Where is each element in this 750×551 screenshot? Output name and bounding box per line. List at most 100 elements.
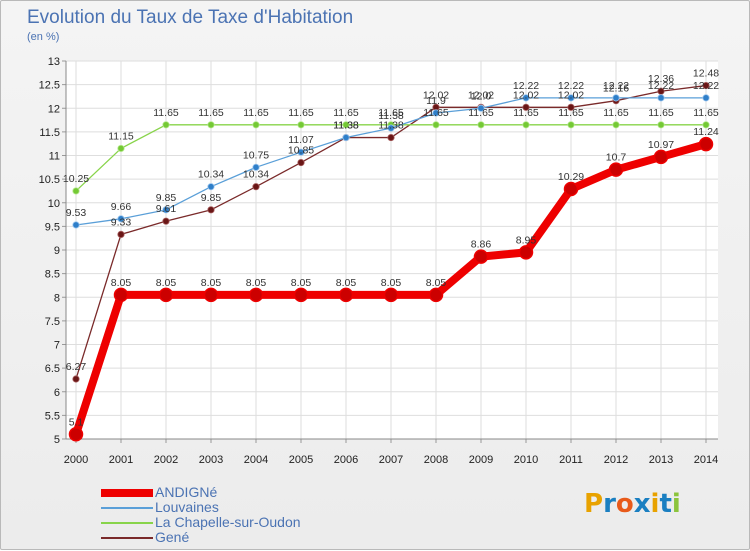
series-point-1 (162, 206, 170, 214)
data-label-0: 5.1 (69, 416, 84, 428)
data-label-0: 8.86 (471, 239, 492, 251)
data-label-0: 8.05 (336, 277, 357, 289)
y-tick-label: 7.5 (45, 316, 60, 328)
y-tick-label: 9 (54, 245, 60, 257)
data-label-1: 11.9 (426, 95, 446, 107)
data-label-3: 6.27 (66, 361, 87, 373)
series-point-2 (297, 121, 305, 129)
chart-unit-label: (en %) (27, 31, 60, 43)
data-label-2: 11.65 (423, 107, 449, 119)
data-label-3: 9.85 (201, 192, 222, 204)
data-label-2: 11.65 (648, 107, 674, 119)
data-label-2: 11.65 (693, 107, 719, 119)
data-label-3: 12.02 (468, 89, 494, 101)
series-point-1 (612, 94, 620, 102)
legend-swatch (101, 537, 153, 539)
data-label-1: 12.22 (603, 80, 629, 92)
x-tick-label: 2007 (379, 454, 403, 466)
data-label-0: 8.05 (381, 277, 402, 289)
legend-swatch (101, 522, 153, 524)
data-label-3: 10.85 (288, 145, 314, 157)
data-label-1: 9.53 (66, 207, 87, 219)
data-label-3: 12.02 (558, 89, 584, 101)
series-point-2 (207, 121, 215, 129)
data-label-3: 12.16 (603, 83, 629, 95)
series-point-3 (72, 375, 80, 383)
series-point-3 (567, 103, 575, 111)
data-label-3: 9.61 (156, 203, 177, 215)
y-tick-label: 10 (48, 198, 60, 210)
data-label-1: 12.22 (513, 80, 539, 92)
legend-item: ANDIGNé (101, 484, 421, 500)
series-point-0 (68, 427, 84, 442)
series-point-2 (567, 121, 575, 129)
y-tick-label: 10.5 (39, 174, 60, 186)
data-label-0: 10.29 (558, 171, 584, 183)
series-point-1 (567, 94, 575, 102)
series-point-1 (702, 94, 710, 102)
data-label-0: 8.95 (516, 234, 537, 246)
y-tick-label: 12.5 (39, 80, 60, 92)
y-tick-label: 7 (54, 340, 60, 352)
legend-label: La Chapelle-sur-Oudon (155, 514, 301, 530)
legend-item: La Chapelle-sur-Oudon (101, 514, 421, 530)
data-label-2: 11.65 (378, 107, 404, 119)
series-point-2 (657, 121, 665, 129)
series-point-2 (342, 121, 350, 129)
data-label-2: 11.65 (333, 107, 359, 119)
data-label-2: 10.25 (63, 173, 89, 185)
data-label-2: 11.65 (243, 107, 269, 119)
series-point-1 (477, 104, 485, 112)
data-label-2: 11.65 (603, 107, 629, 119)
y-tick-label: 11.5 (39, 127, 60, 139)
series-point-2 (162, 121, 170, 129)
y-tick-label: 9.5 (45, 221, 60, 233)
series-point-0 (563, 181, 579, 197)
series-point-3 (162, 217, 170, 225)
data-label-3: 11.38 (333, 120, 359, 132)
series-point-2 (702, 121, 710, 129)
y-tick-label: 6.5 (45, 363, 60, 375)
series-point-3 (207, 206, 215, 214)
y-tick-label: 8.5 (45, 269, 60, 281)
data-label-3: 10.34 (243, 169, 269, 181)
x-tick-label: 2008 (424, 454, 448, 466)
logo-letter: r (603, 489, 616, 519)
logo-letter: P (584, 489, 604, 519)
y-tick-label: 5 (54, 434, 60, 446)
series-point-1 (387, 124, 395, 132)
series-point-1 (432, 109, 440, 117)
series-point-2 (522, 121, 530, 129)
series-point-0 (293, 287, 309, 303)
series-point-1 (252, 163, 260, 171)
series-point-0 (428, 287, 444, 303)
series-point-1 (657, 94, 665, 102)
data-label-2: 11.65 (468, 107, 494, 119)
data-label-3: 9.33 (111, 216, 132, 228)
data-label-3: 12.02 (513, 89, 539, 101)
data-label-1: 9.66 (111, 201, 132, 213)
data-label-3: 11.38 (378, 120, 404, 132)
data-label-0: 8.05 (246, 277, 267, 289)
y-tick-label: 11 (49, 151, 60, 163)
legend-swatch (101, 489, 153, 497)
data-label-3: 12.48 (693, 68, 719, 80)
y-tick-label: 13 (48, 56, 60, 68)
x-tick-label: 2002 (154, 454, 178, 466)
x-tick-label: 2014 (694, 454, 718, 466)
series-point-3 (117, 230, 125, 239)
series-point-1 (342, 133, 350, 142)
data-label-0: 8.05 (156, 277, 177, 289)
data-label-1: 12.0 (471, 90, 492, 102)
legend-label: Louvaines (155, 499, 219, 515)
series-point-1 (522, 94, 530, 102)
series-point-2 (432, 121, 440, 129)
logo-letter: i (671, 489, 681, 519)
legend-label: Gené (155, 529, 190, 545)
series-point-0 (203, 287, 219, 303)
y-tick-label: 5.5 (45, 410, 60, 422)
x-tick-label: 2010 (514, 454, 538, 466)
x-tick-label: 2001 (109, 454, 133, 466)
data-label-2: 11.65 (153, 107, 179, 119)
y-tick-label: 12 (48, 103, 60, 115)
